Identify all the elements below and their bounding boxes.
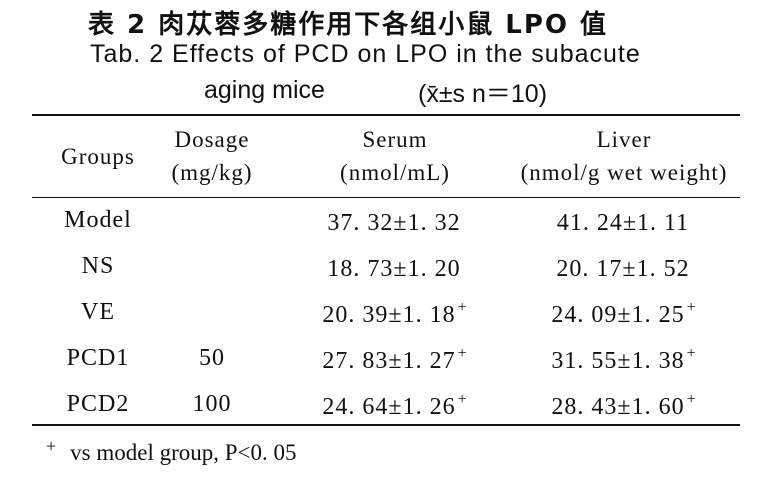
row-pcd1-liver: 31. 55±1. 38 + xyxy=(500,345,748,375)
table-title-statistic-note: (x̄±s n＝10) xyxy=(418,80,548,108)
significance-mark: + xyxy=(686,299,697,316)
significance-mark: + xyxy=(457,299,468,316)
row-ve-group: VE xyxy=(81,299,115,325)
value-text: 20. 39±1. 18 xyxy=(322,302,456,328)
value-text: 18. 73±1. 20 xyxy=(327,256,461,282)
row-pcd2-liver: 28. 43±1. 60 + xyxy=(500,391,748,421)
row-model-group: Model xyxy=(64,207,132,233)
header-dosage: Dosage xyxy=(174,127,250,152)
row-ns-serum: 18. 73±1. 20 xyxy=(300,253,490,283)
table-title-chinese: 表 2 肉苁蓉多糖作用下各组小鼠 LPO 值 xyxy=(88,10,609,40)
table-header-rule xyxy=(32,197,740,198)
footnote-text: vs model group, P<0. 05 xyxy=(70,440,297,465)
table-title-english-line2: aging mice xyxy=(204,76,325,104)
header-serum: Serum xyxy=(362,127,428,152)
row-ns-group: NS xyxy=(81,253,115,279)
footnote-mark: + xyxy=(46,436,57,456)
value-text: 37. 32±1. 32 xyxy=(327,210,461,236)
row-model-liver: 41. 24±1. 11 xyxy=(500,207,748,237)
row-pcd2-dosage: 100 xyxy=(192,391,232,417)
row-pcd1-dosage: 50 xyxy=(199,345,225,371)
row-ve-serum: 20. 39±1. 18 + xyxy=(300,299,490,329)
value-text: 24. 09±1. 25 xyxy=(551,302,685,328)
row-pcd2-group: PCD2 xyxy=(66,391,130,417)
value-text: 24. 64±1. 26 xyxy=(322,394,456,420)
row-model-serum: 37. 32±1. 32 xyxy=(300,207,490,237)
table-top-rule xyxy=(32,114,740,116)
significance-mark: + xyxy=(686,391,697,408)
value-text: 27. 83±1. 27 xyxy=(322,348,456,374)
value-text: 28. 43±1. 60 xyxy=(551,394,685,420)
significance-mark: + xyxy=(686,345,697,362)
value-text: 41. 24±1. 11 xyxy=(556,210,690,236)
value-text: 20. 17±1. 52 xyxy=(556,256,690,282)
row-ns-liver: 20. 17±1. 52 xyxy=(500,253,748,283)
header-dosage-unit: (mg/kg) xyxy=(171,160,253,185)
header-groups: Groups xyxy=(61,144,135,169)
header-liver: Liver xyxy=(596,127,652,152)
value-text: 31. 55±1. 38 xyxy=(551,348,685,374)
row-ve-liver: 24. 09±1. 25 + xyxy=(500,299,748,329)
header-liver-unit: (nmol/g wet weight) xyxy=(520,160,728,185)
significance-mark: + xyxy=(457,391,468,408)
row-pcd1-group: PCD1 xyxy=(66,345,130,371)
row-pcd2-serum: 24. 64±1. 26 + xyxy=(300,391,490,421)
table-title-english-line1: Tab. 2 Effects of PCD on LPO in the suba… xyxy=(90,40,641,68)
header-serum-unit: (nmol/mL) xyxy=(340,160,450,185)
table-footnote: + vs model group, P<0. 05 xyxy=(44,436,297,466)
significance-mark: + xyxy=(457,345,468,362)
row-pcd1-serum: 27. 83±1. 27 + xyxy=(300,345,490,375)
table-bottom-rule xyxy=(32,424,740,426)
